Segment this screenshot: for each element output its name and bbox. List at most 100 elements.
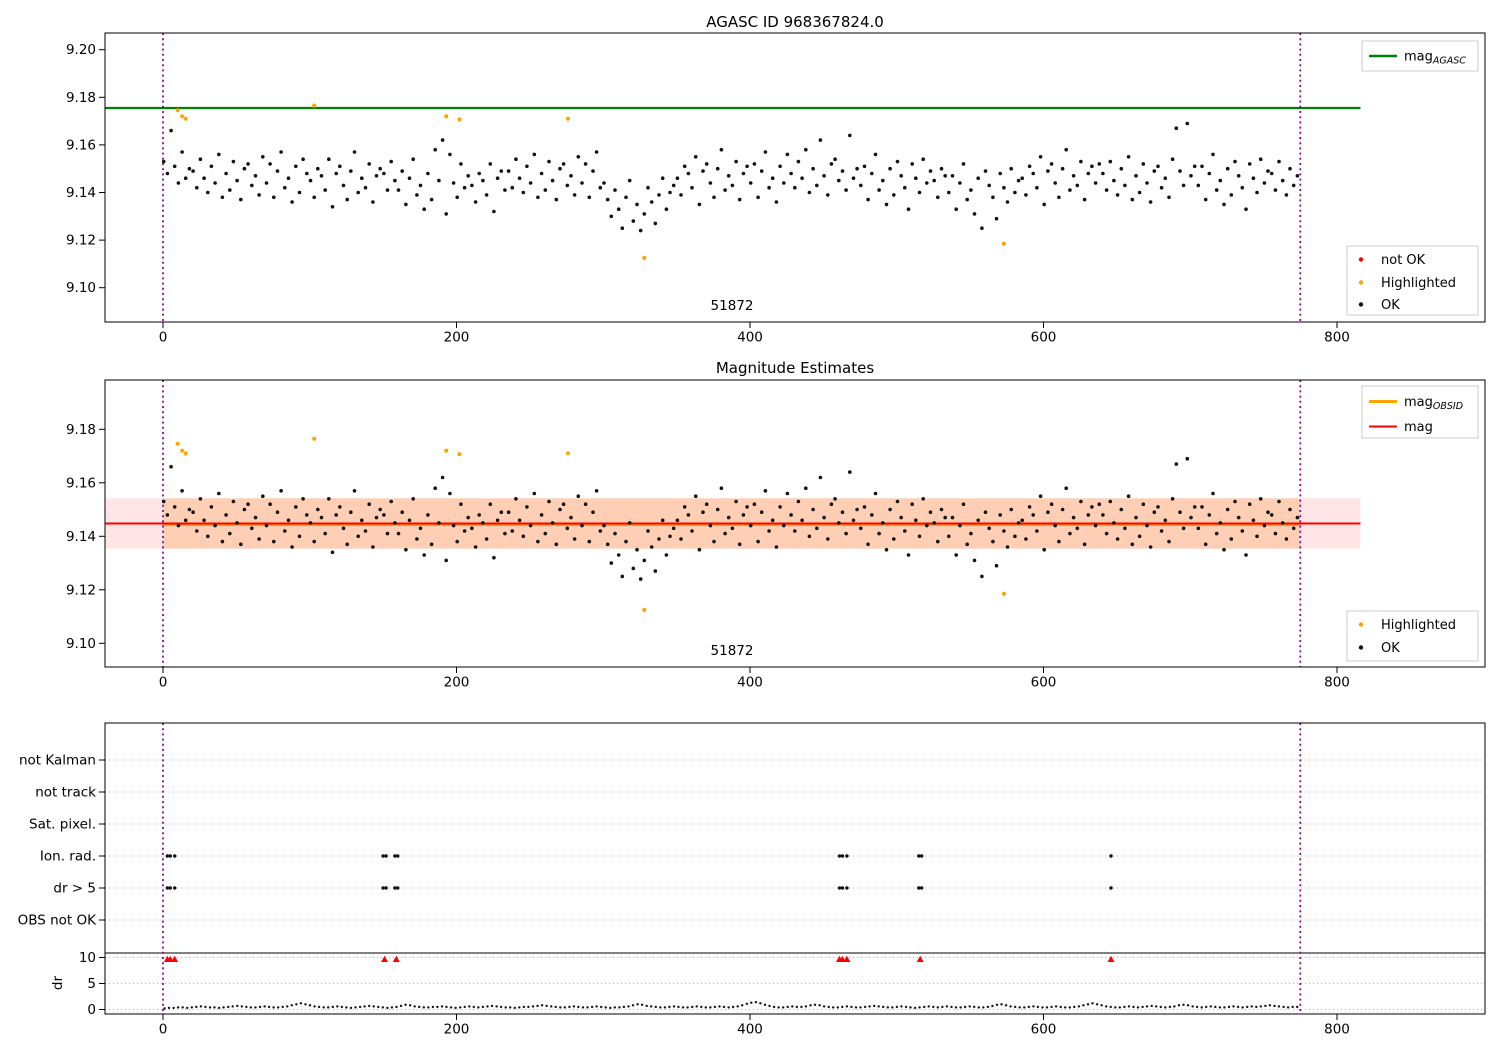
- dr-point: [377, 1005, 380, 1009]
- ok-point: [638, 228, 643, 233]
- ok-point: [1207, 171, 1212, 176]
- ok-point: [576, 155, 581, 159]
- dr-point: [322, 1006, 325, 1009]
- ok-point: [517, 518, 522, 523]
- ok-point: [998, 513, 1002, 517]
- ok-point: [866, 542, 870, 547]
- ok-point: [1126, 155, 1131, 159]
- ok-point: [1280, 521, 1285, 525]
- ok-point: [352, 150, 357, 154]
- ok-point: [833, 157, 837, 161]
- ok-point: [936, 195, 940, 200]
- y-tick-label: 9.12: [66, 582, 96, 598]
- ok-point: [1053, 523, 1057, 528]
- ok-point: [906, 553, 911, 557]
- dr-point: [258, 1005, 262, 1009]
- ok-point: [367, 162, 372, 166]
- ok-point: [1196, 183, 1201, 188]
- ok-point: [543, 188, 548, 192]
- ok-point: [176, 523, 181, 528]
- ok-point: [675, 518, 680, 523]
- ok-point: [910, 162, 914, 166]
- ok-point: [407, 518, 412, 523]
- dr-point: [1282, 1005, 1285, 1009]
- ok-point: [921, 157, 925, 161]
- ok-point: [367, 502, 372, 507]
- dr-point: [1064, 1006, 1067, 1009]
- ok-point: [319, 174, 324, 178]
- ok-point: [697, 202, 702, 207]
- dr-point: [1173, 1005, 1176, 1008]
- dr-point: [873, 1004, 876, 1008]
- dr-point: [431, 1005, 435, 1009]
- ok-point: [1163, 176, 1168, 180]
- dr-point: [986, 1005, 990, 1009]
- dr-point: [1195, 1005, 1199, 1009]
- ok-point: [763, 150, 768, 154]
- ok-point: [679, 537, 683, 541]
- x-tick-label: 800: [1324, 675, 1350, 691]
- ok-point: [1108, 159, 1113, 164]
- ok-point: [191, 169, 195, 173]
- ok-point: [1101, 171, 1105, 176]
- dr-point: [1168, 1005, 1172, 1009]
- ok-point: [1031, 171, 1035, 176]
- ok-point: [1020, 518, 1024, 523]
- dr-point: [527, 1005, 530, 1009]
- dr-point: [936, 1006, 939, 1009]
- ok-point: [635, 202, 639, 207]
- dr-point: [345, 1006, 348, 1009]
- ok-point: [649, 200, 654, 204]
- dr-point: [841, 1005, 844, 1009]
- ok-point: [1057, 195, 1061, 200]
- dr-point: [1177, 1004, 1181, 1007]
- dr-point: [1236, 1005, 1240, 1009]
- not-ok-legend-label: not OK: [1381, 253, 1426, 268]
- ok-point: [1053, 181, 1057, 185]
- dr-point: [590, 1005, 594, 1009]
- dr-point: [163, 1007, 166, 1010]
- dr-tick-label: 5: [87, 976, 96, 992]
- ok-point: [873, 152, 878, 157]
- ok-point: [782, 181, 786, 185]
- dr-point: [777, 1006, 780, 1009]
- ok-point: [914, 518, 918, 523]
- dr-point: [267, 1005, 271, 1009]
- ok-point: [910, 502, 914, 507]
- dr-point: [1246, 1005, 1249, 1009]
- ok-point: [1189, 174, 1193, 178]
- dr-point: [327, 1006, 330, 1009]
- dr-point: [1086, 1003, 1090, 1006]
- ok-point: [1101, 513, 1105, 517]
- dr-point: [254, 1006, 257, 1009]
- ok-point: [261, 155, 265, 159]
- dr-point: [1041, 1006, 1044, 1009]
- dr-point: [1205, 1005, 1208, 1009]
- x-tick-label: 400: [737, 675, 763, 691]
- dr-point: [845, 1005, 849, 1008]
- ok-point: [969, 188, 973, 192]
- ok-point: [668, 190, 672, 195]
- x-tick-label: 600: [1031, 330, 1057, 346]
- ok-point: [745, 164, 749, 169]
- dr-point: [882, 1005, 885, 1009]
- ok-point: [1005, 545, 1010, 549]
- mid-legend-lines: magOBSID mag: [1361, 385, 1479, 439]
- ok-point: [407, 176, 412, 180]
- dr-point: [886, 1006, 889, 1009]
- ok-point: [334, 171, 339, 176]
- flag-point: [381, 854, 385, 858]
- ok-point: [1181, 183, 1186, 188]
- legend-box: [1361, 385, 1479, 439]
- ok-point: [1277, 159, 1281, 164]
- x-tick-label: 600: [1031, 675, 1057, 691]
- ok-point: [1013, 534, 1017, 539]
- ok-point: [437, 521, 441, 525]
- ok-point: [503, 531, 507, 536]
- ok-point: [770, 518, 775, 523]
- ok-point: [569, 174, 573, 178]
- flag-point: [920, 854, 924, 858]
- ok-point: [470, 183, 474, 188]
- mid-legend-points: Highlighted OK: [1346, 610, 1479, 662]
- ok-point: [1086, 171, 1091, 176]
